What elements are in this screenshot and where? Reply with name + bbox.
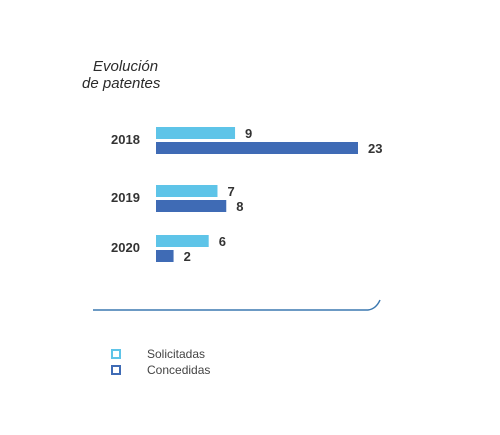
- bar-solicitadas-2018: [156, 127, 236, 139]
- bar-concedidas-2018: [156, 142, 358, 154]
- legend-label-solicitadas: Solicitadas: [147, 347, 205, 361]
- bar-concedidas-2020: [156, 250, 174, 262]
- bar-solicitadas-2019: [156, 185, 218, 197]
- legend-label-concedidas: Concedidas: [147, 363, 210, 377]
- legend-swatch-solicitadas: [111, 349, 121, 359]
- value-label-solicitadas-2018: 9: [245, 126, 252, 141]
- chart-title-line-1: Evolución: [93, 58, 158, 75]
- category-label-2018: 2018: [111, 132, 140, 147]
- legend-swatch-concedidas: [111, 365, 121, 375]
- legend: Solicitadas Concedidas: [111, 347, 210, 377]
- value-label-concedidas-2020: 2: [184, 249, 191, 264]
- bar-concedidas-2019: [156, 200, 227, 212]
- value-label-concedidas-2019: 8: [236, 199, 243, 214]
- chart-title-line-2: de patentes: [82, 75, 161, 92]
- bars-layer: 2018 9 23 2019 78 2020 6 2: [111, 126, 382, 264]
- value-label-concedidas-2018: 23: [368, 141, 382, 156]
- value-label-solicitadas-2019: 7: [227, 184, 234, 199]
- bar-solicitadas-2020: [156, 235, 209, 247]
- category-label-2019: 2019: [111, 190, 140, 205]
- category-label-2020: 2020: [111, 240, 140, 255]
- value-label-solicitadas-2020: 6: [219, 234, 226, 249]
- chart-baseline: [93, 299, 381, 311]
